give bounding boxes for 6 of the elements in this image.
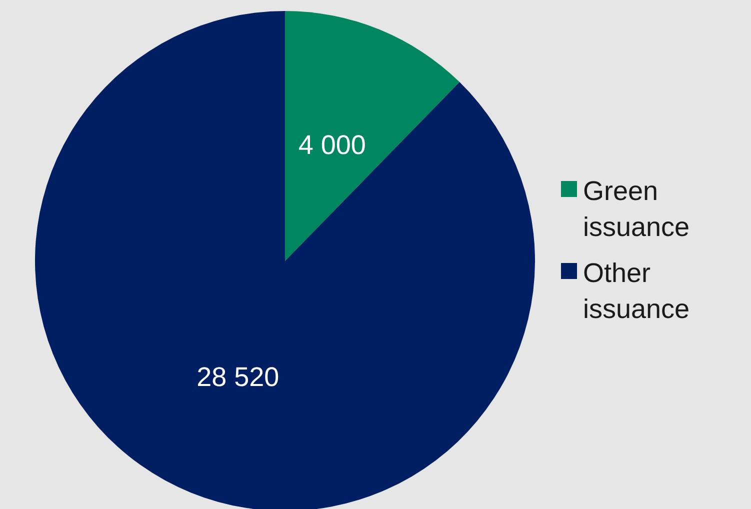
data-label: 28 520 [196,362,280,392]
legend-label: Other issuance [583,256,691,326]
data-label: 4 000 [298,130,366,160]
pie-slice [285,11,460,261]
pie-slice [35,11,535,509]
legend-label: Green issuance [583,174,691,244]
